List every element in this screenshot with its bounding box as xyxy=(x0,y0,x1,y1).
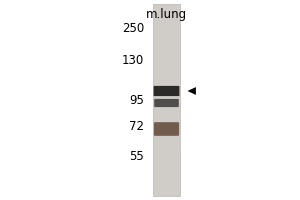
FancyBboxPatch shape xyxy=(154,86,179,96)
Text: 130: 130 xyxy=(122,53,144,66)
Bar xyxy=(153,4,180,196)
FancyBboxPatch shape xyxy=(154,99,179,107)
Text: 250: 250 xyxy=(122,21,144,34)
Text: 72: 72 xyxy=(129,119,144,132)
Text: 55: 55 xyxy=(129,150,144,162)
Text: m.lung: m.lung xyxy=(146,8,187,21)
Polygon shape xyxy=(188,87,196,95)
Text: 95: 95 xyxy=(129,94,144,106)
FancyBboxPatch shape xyxy=(154,122,179,136)
